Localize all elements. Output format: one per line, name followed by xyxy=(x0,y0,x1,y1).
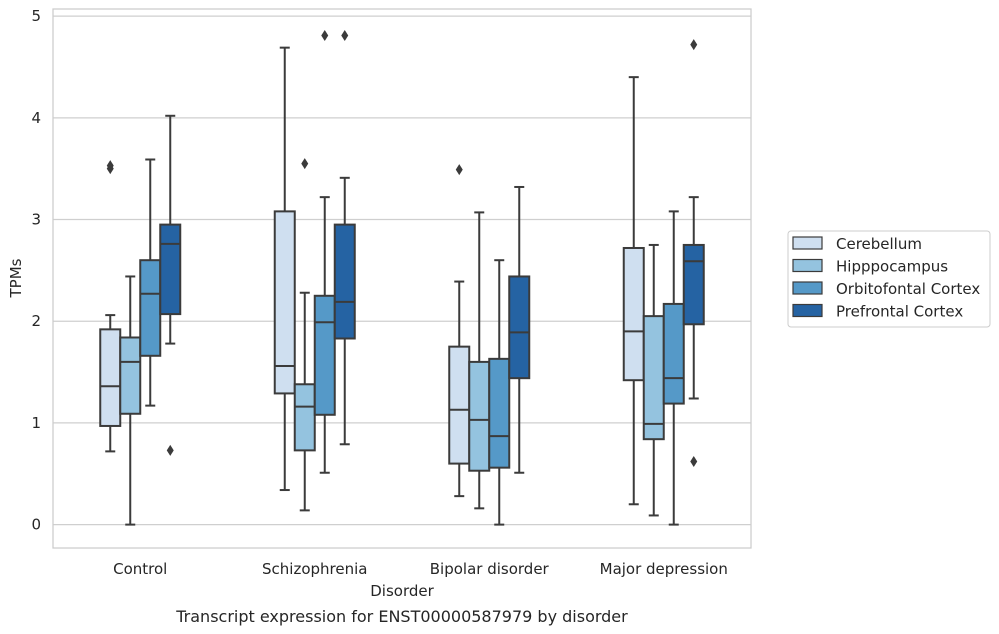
box-body xyxy=(468,360,491,472)
outlier-point xyxy=(301,158,309,170)
series-hipppocampus xyxy=(119,158,665,526)
box-body xyxy=(642,315,665,441)
legend-item: Orbitofontal Cortex xyxy=(792,280,980,298)
box-body xyxy=(682,243,705,326)
legend-swatch xyxy=(792,258,823,273)
box-body xyxy=(508,275,531,380)
box-series xyxy=(99,29,705,526)
box-group xyxy=(508,185,531,474)
y-tick-label: 2 xyxy=(31,312,41,330)
legend-swatch xyxy=(792,281,823,295)
y-axis-title: TPMs xyxy=(7,258,25,298)
outlier-point xyxy=(455,164,463,176)
series-cerebellum xyxy=(99,46,645,506)
box-body xyxy=(273,210,296,395)
plot-frame xyxy=(52,8,752,549)
box-body xyxy=(313,294,336,416)
chart-caption: Transcript expression for ENST0000058797… xyxy=(175,607,628,626)
box-group xyxy=(273,46,296,492)
box-group xyxy=(159,114,182,456)
box-body xyxy=(448,345,471,465)
legend-item: Prefrontal Cortex xyxy=(792,303,963,321)
box-group xyxy=(622,76,645,506)
y-tick-label: 0 xyxy=(31,516,41,534)
box-group xyxy=(662,210,685,526)
box-body xyxy=(333,223,356,340)
box-group xyxy=(99,160,122,453)
series-orbitofontal-cortex xyxy=(139,29,685,526)
x-tick-label: Bipolar disorder xyxy=(430,560,550,578)
x-tick-label: Control xyxy=(113,560,167,578)
box-body xyxy=(662,302,685,405)
box-group xyxy=(682,39,705,468)
y-tick-label: 3 xyxy=(31,211,41,229)
outlier-point xyxy=(690,456,698,468)
box-group xyxy=(119,275,142,526)
series-prefrontal-cortex xyxy=(159,29,705,474)
x-tick-label: Major depression xyxy=(600,560,728,578)
box-group xyxy=(448,164,471,498)
x-tick-labels: Control Schizophrenia Bipolar disorder Majo… xyxy=(113,560,728,578)
outlier-point xyxy=(166,444,174,456)
legend-swatch xyxy=(792,303,823,318)
y-tick-labels: 0 1 2 3 4 5 xyxy=(31,7,41,533)
box-body xyxy=(293,383,316,452)
box-group xyxy=(333,29,356,446)
box-body xyxy=(99,328,122,427)
legend-swatch xyxy=(792,236,823,250)
legend-label: Cerebellum xyxy=(836,235,922,253)
outlier-point xyxy=(106,160,114,172)
legend-frame xyxy=(787,230,991,328)
box-group xyxy=(313,29,336,474)
y-tick-label: 1 xyxy=(31,414,41,432)
y-tick-label: 4 xyxy=(31,109,41,127)
box-body xyxy=(622,246,645,382)
outlier-point xyxy=(341,29,349,41)
legend: Cerebellum Hipppocampus Orbitofontal Corte… xyxy=(787,230,991,328)
legend-item: Cerebellum xyxy=(792,235,922,253)
outlier-point xyxy=(321,29,329,41)
legend-label: Hipppocampus xyxy=(836,258,948,276)
box-body xyxy=(159,223,182,316)
outlier-point xyxy=(690,39,698,51)
x-tick-label: Schizophrenia xyxy=(262,560,367,578)
legend-item: Hipppocampus xyxy=(792,258,948,276)
box-body xyxy=(139,259,162,357)
legend-label: Prefrontal Cortex xyxy=(836,303,963,321)
y-tick-label: 5 xyxy=(31,7,41,25)
box-body xyxy=(119,336,142,415)
box-group xyxy=(488,259,511,526)
box-group xyxy=(139,158,162,407)
x-axis-title: Disorder xyxy=(370,582,434,600)
box-group xyxy=(293,158,316,512)
box-group xyxy=(468,211,491,510)
legend-label: Orbitofontal Cortex xyxy=(836,280,980,298)
box-body xyxy=(488,357,511,469)
